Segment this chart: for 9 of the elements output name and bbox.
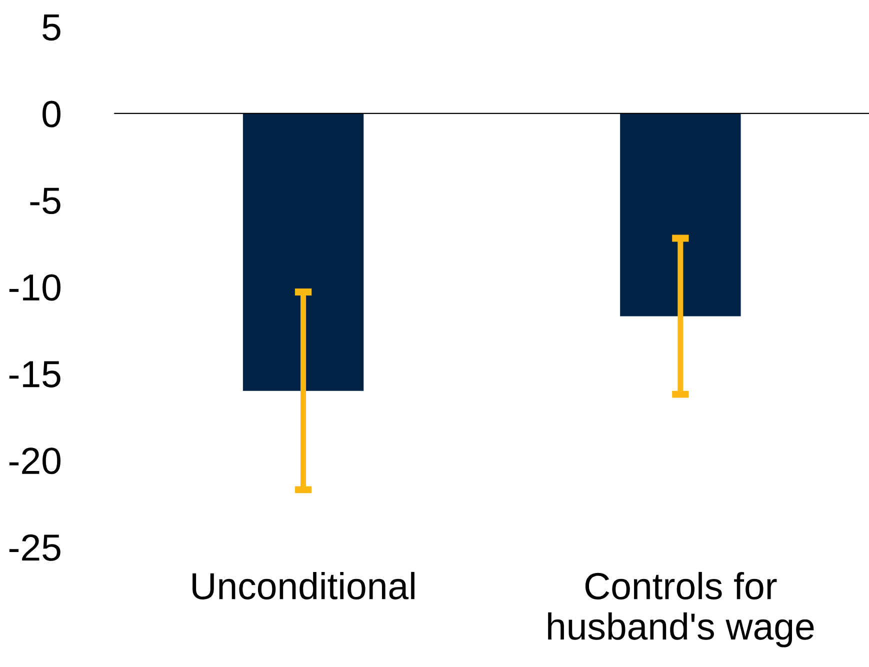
x-tick-label: Controls for husband's wage [548,572,814,648]
y-tick-label: 0 [42,100,60,128]
y-tick-label: 5 [42,14,60,41]
x-tick-label: Unconditional [192,572,414,600]
y-tick-label: -20 [9,448,60,474]
y-tick-label: -5 [30,188,60,214]
y-tick-label: -25 [9,534,60,561]
y-tick-label: -10 [9,274,60,301]
y-tick-label: -15 [9,361,60,388]
